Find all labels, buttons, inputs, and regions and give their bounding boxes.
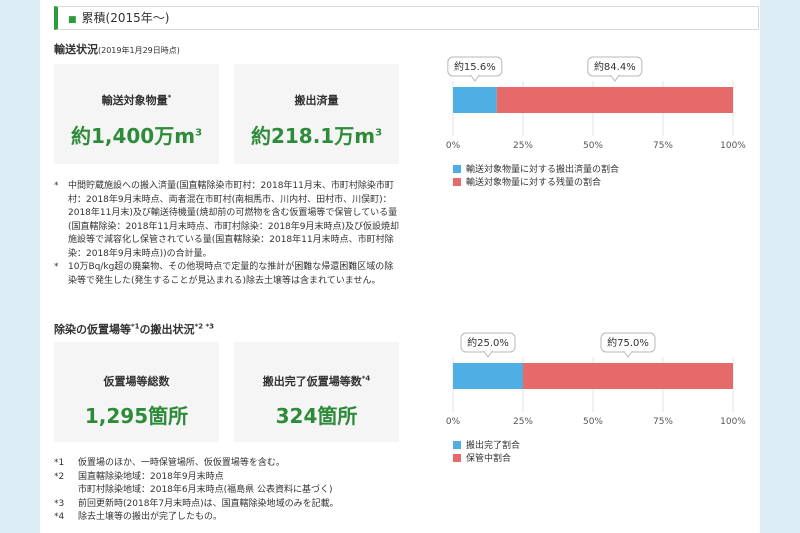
card-storage-done: 搬出完了仮置場等数*4 324箇所 [234, 342, 399, 442]
chart-1-legend-swatch-0 [453, 441, 461, 449]
card-storage-done-value: 324箇所 [275, 404, 358, 428]
chart-0-bar-0 [453, 87, 497, 113]
chart-1-data-label-0: 約25.0% [467, 336, 509, 349]
chart-1-tick-label: 0% [446, 417, 461, 427]
chart-1-callout-pointer-1 [623, 351, 633, 358]
card-storage-done-label: 搬出完了仮置場等数*4 [262, 374, 371, 388]
section-marker: ■ [68, 15, 77, 25]
chart-1-tick-label: 50% [583, 417, 603, 427]
card-storage-total-value: 1,295箇所 [84, 404, 189, 428]
transport-notes: * 中間貯蔵施設への搬入済量(国直轄除染市町村：2018年11月末、市町村除染市町… [54, 180, 399, 288]
note-row: *1 仮置場のほか、一時保管場所、仮仮置場等を含む。 [54, 458, 285, 468]
content-panel: ■ 累積(2015年～) 輸送状況(2019年1月29日時点) 輸送対象物量* 約… [40, 0, 760, 533]
chart-0-tick-label: 50% [583, 141, 603, 151]
chart-0-legend-label-0: 輸送対象物量に対する搬出済量の割合 [466, 163, 619, 175]
chart-0-data-label-0: 約15.6% [454, 60, 496, 73]
note-row: *4 除去土壌等の搬出が完了したもの。 [54, 512, 223, 522]
chart-0-legend-swatch-0 [453, 165, 461, 173]
chart-1-tick-label: 100% [720, 417, 746, 427]
chart-1-legend-label-0: 搬出完了割合 [466, 439, 520, 451]
card-storage-total: 仮置場等総数 1,295箇所 [54, 342, 219, 442]
card-transport-target-value: 約1,400万m3 [70, 124, 203, 148]
chart-1-bar-0 [453, 363, 523, 389]
chart-0-tick-label: 0% [446, 141, 461, 151]
chart-0-callout-pointer-0 [469, 75, 480, 82]
card-transport-target-label: 輸送対象物量* [101, 93, 172, 107]
card-storage-total-label: 仮置場等総数 [103, 375, 170, 388]
card-transported: 搬出済量 約218.1万m3 [234, 64, 399, 164]
chart-1-callout-pointer-0 [483, 351, 493, 358]
card-transported-value: 約218.1万m3 [250, 124, 383, 148]
chart-0-tick-label: 75% [653, 141, 673, 151]
chart-1-tick-label: 75% [653, 417, 673, 427]
transport-heading-text: 輸送状況 [54, 43, 98, 56]
note-row: *3 前回更新時(2018年7月末時点)は、国直轄除染地域のみを記載。 [54, 498, 339, 509]
note-row: * 中間貯蔵施設への搬入済量(国直轄除染市町村：2018年11月末、市町村除染市町… [54, 181, 400, 259]
note-row: *2 国直轄除染地域：2018年9月末時点 [54, 471, 224, 482]
chart-0-tick-label: 25% [513, 141, 533, 151]
chart-1-data-label-1: 約75.0% [607, 336, 649, 349]
card-transported-label: 搬出済量 [294, 94, 339, 107]
chart-0-legend-label-1: 輸送対象物量に対する残量の割合 [466, 176, 601, 188]
chart-0-data-label-1: 約84.4% [594, 60, 636, 73]
section-title: 累積(2015年～) [81, 11, 170, 25]
note-row: * 10万Bq/kg超の廃棄物、その他現時点で定量的な推計が困難な帰還困難区域の除… [54, 262, 394, 286]
transport-heading: 輸送状況(2019年1月29日時点) [54, 41, 180, 57]
chart-1-tick-label: 25% [513, 417, 533, 427]
charts-svg: 0% 25% 50% 75% 100% 約15.6% 輸送対象物量に対する搬出済量の割合 約8… [446, 56, 746, 464]
chart-0-bar-1 [496, 87, 733, 113]
card-transport-target: 輸送対象物量* 約1,400万m3 [54, 64, 219, 164]
storage-notes: *1 仮置場のほか、一時保管場所、仮仮置場等を含む。 *2 国直轄除染地域：2018… [54, 457, 399, 525]
transport-heading-date: (2019年1月29日時点) [98, 46, 180, 55]
chart-1-legend-swatch-1 [453, 454, 461, 462]
section-header: ■ 累積(2015年～) [54, 6, 759, 30]
chart-0-callout-pointer-1 [609, 75, 620, 82]
chart-1-bar-1 [523, 363, 733, 389]
chart-0-tick-label: 100% [720, 141, 746, 151]
note-row: 市町村除染地域：2018年6月末時点(福島県 公表資料に基づく) [78, 485, 333, 495]
chart-1-legend-label-1: 保管中割合 [466, 452, 511, 464]
storage-heading: 除染の仮置場等*1の搬出状況*2 *3 [54, 322, 215, 336]
chart-0-legend-swatch-1 [453, 178, 461, 186]
